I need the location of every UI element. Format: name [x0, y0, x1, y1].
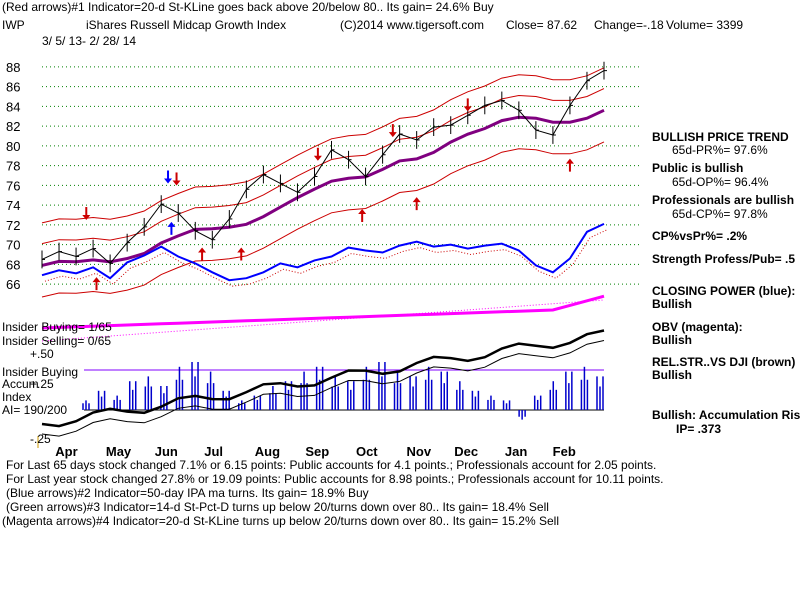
date-range: 3/ 5/ 13- 2/ 28/ 14	[42, 34, 137, 48]
signal-arrow-head	[167, 221, 176, 227]
signal-arrow-head	[565, 158, 574, 164]
moving-average	[41, 108, 605, 267]
signal-arrow-head	[164, 178, 173, 184]
closing-power-value: Bullish	[652, 297, 693, 311]
accum-p25: +.25	[30, 377, 54, 391]
ai-value: AI= 190/200	[2, 403, 68, 417]
signal-arrow-head	[313, 155, 322, 161]
accum-label-3: Index	[2, 390, 32, 404]
obv-ma	[41, 299, 605, 342]
upper-band	[41, 67, 605, 224]
signal-arrow-head	[412, 197, 421, 203]
closing-power-title: CLOSING POWER (blue):	[652, 284, 796, 298]
y-tick-label: 70	[6, 238, 20, 253]
relstr-title: REL.STR..VS DJI (brown)	[652, 355, 796, 369]
x-tick-label: Oct	[356, 444, 378, 459]
op-value: 65d-OP%= 96.4%	[672, 175, 769, 189]
rel-str-line	[41, 329, 605, 428]
closing-power-line	[41, 222, 605, 282]
signal-arrow-head	[388, 132, 397, 138]
public-title: Public is bullish	[652, 161, 744, 175]
y-tick-label: 84	[6, 99, 20, 114]
footer-line-5: (Magenta arrows)#4 Indicator=20-d St-KLi…	[2, 514, 559, 528]
y-tick-label: 88	[6, 60, 20, 75]
x-tick-label: Nov	[407, 444, 432, 459]
insider-selling: Insider Selling= 0/65	[2, 334, 112, 348]
obv-line	[41, 294, 605, 330]
y-tick-label: 80	[6, 139, 20, 154]
signal-arrow-head	[463, 106, 472, 112]
footer-line-1: For Last 65 days stock changed 7.1% or 6…	[6, 458, 657, 472]
x-tick-label: Jul	[204, 444, 223, 459]
y-tick-label: 74	[6, 198, 20, 213]
price-line	[41, 70, 605, 265]
accum-m25: -.25	[30, 432, 51, 446]
insider-buying: Insider Buying= 1/65	[2, 320, 112, 334]
x-tick-label: Dec	[454, 444, 478, 459]
x-tick-label: Jan	[505, 444, 527, 459]
accum-title: Bullish: Accumulation Risi	[652, 408, 800, 422]
y-tick-label: 82	[6, 119, 20, 134]
signal-arrow-head	[92, 277, 101, 283]
professionals-title: Professionals are bullish	[652, 193, 795, 207]
x-tick-label: Apr	[55, 444, 77, 459]
volume: Volume= 3399	[666, 18, 744, 32]
cp-value: 65d-CP%= 97.8%	[672, 207, 768, 221]
relstr-value: Bullish	[652, 368, 693, 382]
y-tick-label: 78	[6, 159, 20, 174]
obv-title: OBV (magenta):	[652, 320, 743, 334]
y-tick-label: 72	[6, 218, 20, 233]
obv-value: Bullish	[652, 333, 693, 347]
chart-series	[41, 61, 608, 287]
x-tick-label: Jun	[155, 444, 178, 459]
lower-band	[41, 141, 605, 298]
y-tick-label: 76	[6, 178, 20, 193]
footer-line-3: (Blue arrows)#2 Indicator=50-day IPA ma …	[6, 486, 369, 500]
footer-line-2: For Last year stock changed 27.8% or 19.…	[6, 472, 664, 486]
y-tick-label: 68	[6, 257, 20, 272]
accum-p50: +.50	[30, 347, 54, 361]
signal-arrow-head	[82, 215, 91, 221]
x-tick-label: May	[106, 444, 132, 459]
signal-arrows	[82, 98, 574, 291]
y-tick-label: 66	[6, 277, 20, 292]
accum-label-2: Accum	[2, 377, 39, 391]
pr-value: 65d-PR%= 97.6%	[672, 143, 768, 157]
header-indicator-line: (Red arrows)#1 Indicator=20-d St-KLine g…	[2, 0, 494, 14]
price-change: Change=-.18	[594, 18, 664, 32]
footer-line-4: (Green arrows)#3 Indicator=14-d St-Pct-D…	[6, 500, 549, 514]
closing-power-ma	[44, 229, 608, 287]
trend-title: BULLISH PRICE TREND	[652, 130, 789, 144]
strength-ratio: Strength Profess/Pub= .5	[652, 252, 796, 266]
accum-label-1: Insider Buying	[2, 365, 79, 379]
y-tick-label: 86	[6, 80, 20, 95]
x-tick-label: Aug	[255, 444, 280, 459]
close-price: Close= 87.62	[506, 18, 578, 32]
ip-value: IP= .373	[676, 422, 722, 436]
signal-arrow-head	[358, 208, 367, 214]
rel-str-ma	[41, 340, 605, 437]
signal-arrow-head	[198, 247, 207, 253]
accumulation-panel	[37, 294, 605, 448]
ticker-symbol: IWP	[2, 18, 25, 32]
x-tick-labels: Apr May Jun Jul Aug Sep Oct Nov Dec Jan Feb	[55, 444, 576, 459]
x-tick-label: Sep	[305, 444, 329, 459]
signal-arrow-head	[237, 247, 246, 253]
security-name: iShares Russell Midcap Growth Index	[86, 18, 287, 32]
signal-arrow-head	[172, 180, 181, 186]
x-tick-label: Feb	[553, 444, 576, 459]
cp-vs-pr: CP%vsPr%= .2%	[652, 229, 748, 243]
copyright: (C)2014 www.tigersoft.com	[340, 18, 485, 32]
y-tick-labels: 66 68 70 72 74 76 78 80 82 84 86 88	[6, 60, 20, 292]
